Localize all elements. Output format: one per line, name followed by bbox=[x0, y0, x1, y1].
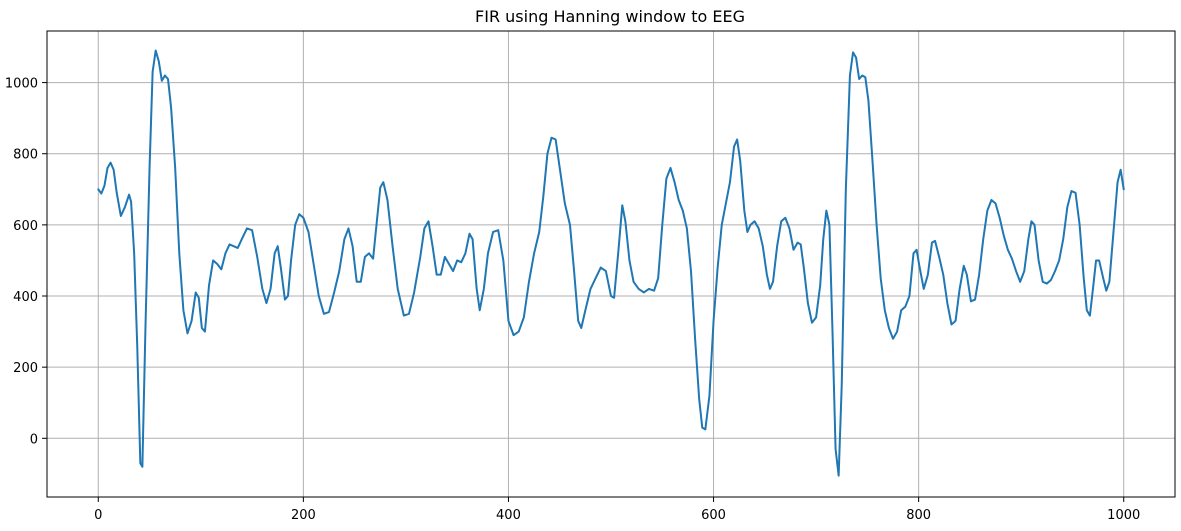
series-line-0 bbox=[97, 49, 1125, 477]
x-tick-label-3: 600 bbox=[701, 508, 726, 523]
x-tick-label-5: 1000 bbox=[1107, 508, 1140, 523]
y-tick-label-3: 600 bbox=[13, 219, 38, 234]
y-tick-label-0: 0 bbox=[30, 432, 38, 447]
y-tick-label-4: 800 bbox=[13, 148, 38, 163]
chart-title: FIR using Hanning window to EEG bbox=[475, 7, 745, 26]
y-tick-label-5: 1000 bbox=[5, 77, 38, 92]
tick-layer: 0 200 400 600 800 1000 0 200 400 600 800 1000 bbox=[5, 77, 1140, 523]
x-tick-label-2: 400 bbox=[496, 508, 521, 523]
y-tick-label-1: 200 bbox=[13, 361, 38, 376]
x-tick-label-1: 200 bbox=[291, 508, 316, 523]
x-tick-label-0: 0 bbox=[94, 508, 102, 523]
plot-layer bbox=[97, 49, 1125, 477]
x-tick-label-4: 800 bbox=[906, 508, 931, 523]
y-tick-label-2: 400 bbox=[13, 290, 38, 305]
plot-frame bbox=[46, 30, 1176, 498]
